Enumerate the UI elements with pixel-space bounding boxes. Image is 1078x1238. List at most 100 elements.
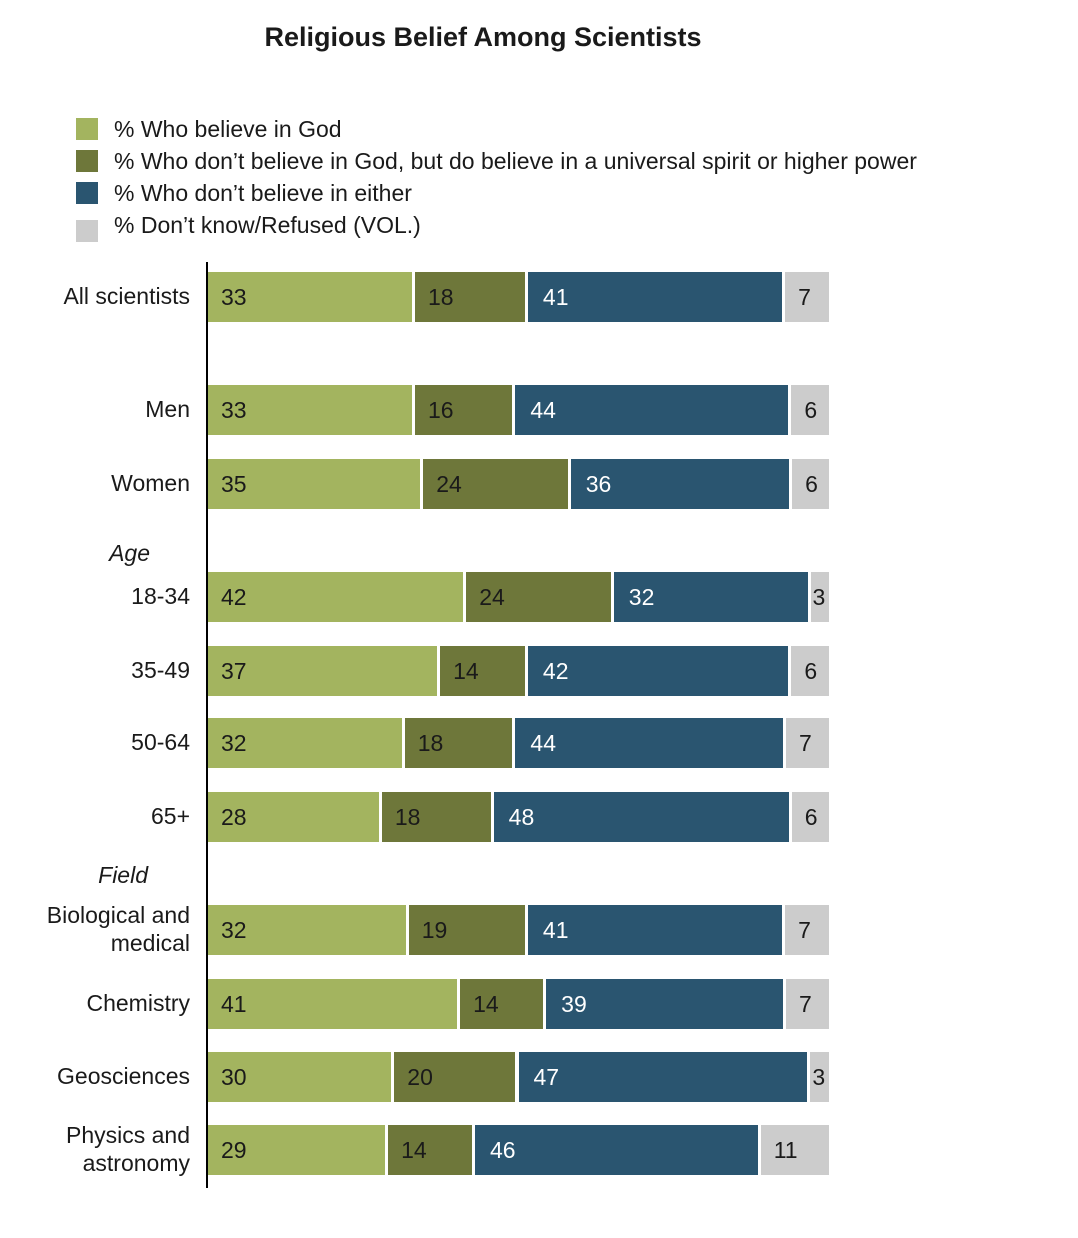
bar-segment (792, 459, 829, 509)
data-label: 42 (542, 658, 569, 684)
data-label: 47 (533, 1064, 560, 1090)
data-label: 32 (628, 584, 655, 610)
data-label: 44 (530, 730, 557, 756)
legend-swatch (76, 220, 98, 242)
bar-segment (791, 646, 829, 696)
category-label: 50-64 (131, 728, 190, 756)
category-label-line: astronomy (82, 1150, 190, 1176)
data-label: 6 (804, 397, 818, 423)
category-label-line: All scientists (63, 283, 190, 309)
category-label-line: Women (111, 470, 190, 496)
group-label-age: Age (109, 540, 150, 566)
data-label: 6 (804, 658, 818, 684)
data-label: 32 (221, 917, 247, 943)
legend-swatch (76, 118, 98, 140)
legend-label: % Don’t know/Refused (VOL.) (114, 212, 421, 238)
data-label: 14 (401, 1137, 427, 1163)
data-label: 7 (798, 917, 811, 943)
legend-swatch (76, 182, 98, 204)
category-label-line: Biological and (46, 902, 190, 928)
category-label-line: 18-34 (131, 583, 190, 609)
data-label: 3 (812, 584, 826, 610)
data-label: 18 (428, 284, 454, 310)
bar-segment (785, 718, 829, 768)
data-label: 18 (394, 804, 421, 830)
bar-segment (785, 272, 829, 322)
category-label: 35-49 (131, 656, 190, 684)
bar-segment (785, 905, 829, 955)
y-axis-line (206, 262, 208, 1188)
data-label: 24 (479, 584, 505, 610)
bar-segment (394, 1052, 516, 1102)
category-label: 65+ (151, 802, 190, 830)
bar-segment (208, 572, 464, 622)
legend-label: % Who believe in God (114, 116, 342, 142)
data-label: 32 (221, 730, 247, 756)
category-label: Geosciences (57, 1062, 190, 1090)
data-label: 36 (585, 471, 612, 497)
bar-segment (791, 385, 829, 435)
bar-segment (440, 646, 525, 696)
data-label: 48 (508, 804, 535, 830)
category-label: Men (145, 395, 190, 423)
data-label: 14 (473, 991, 499, 1017)
bar-segment (791, 792, 829, 842)
bar-segment (810, 1052, 829, 1102)
data-label: 35 (221, 471, 247, 497)
bar-segment (408, 905, 525, 955)
bar-segment (466, 572, 611, 622)
category-label: Biological and medical (47, 901, 190, 957)
legend-label: % Who don’t believe in either (114, 180, 412, 206)
data-label: 37 (221, 658, 247, 684)
bar-segment (208, 792, 379, 842)
data-label: 16 (428, 397, 454, 423)
bar-segment (388, 1125, 473, 1175)
data-label: 28 (221, 804, 247, 830)
bar-segment (527, 272, 783, 322)
bar-segment (208, 718, 402, 768)
category-label: 18-34 (131, 582, 190, 610)
bar-segment (208, 385, 412, 435)
data-label: 44 (530, 397, 556, 423)
category-label-line: Men (145, 396, 190, 422)
data-label: 42 (221, 584, 247, 610)
data-label: 33 (221, 284, 247, 310)
category-label-line: Chemistry (86, 990, 190, 1016)
bar-segment (208, 905, 406, 955)
data-label: 7 (798, 284, 811, 310)
data-label: 41 (221, 991, 247, 1017)
data-label: 39 (561, 991, 587, 1017)
bar-segment (515, 718, 783, 768)
category-label: Physics and astronomy (66, 1121, 190, 1177)
legend-swatch (76, 150, 98, 172)
data-label: 30 (221, 1064, 247, 1090)
category-label: Chemistry (86, 989, 190, 1017)
category-label: All scientists (63, 282, 190, 310)
bar-segment (527, 905, 783, 955)
bar-segment (208, 459, 421, 509)
chart-title: Religious Belief Among Scientists (264, 22, 702, 52)
bar-segment (475, 1125, 758, 1175)
bar-segment (518, 1052, 808, 1102)
category-label: Women (111, 469, 190, 497)
bar-segment (570, 459, 790, 509)
data-label: 7 (798, 730, 812, 756)
data-label: 7 (798, 991, 812, 1017)
bar-segment (785, 979, 829, 1029)
category-label-line: 35-49 (131, 657, 190, 683)
data-label: 29 (221, 1137, 247, 1163)
bar-segment (208, 1125, 386, 1175)
bar-segment (404, 718, 513, 768)
data-label: 41 (542, 917, 569, 943)
bar-segment (208, 979, 458, 1029)
category-label-line: Physics and (65, 1122, 190, 1148)
data-label: 3 (812, 1064, 826, 1090)
data-label: 19 (421, 917, 448, 943)
data-label: 46 (490, 1137, 516, 1163)
category-label-line: Geosciences (57, 1063, 190, 1089)
bar-segment (493, 792, 789, 842)
category-label-line: 50-64 (131, 729, 190, 755)
data-label: 14 (453, 658, 479, 684)
bar-segment (546, 979, 783, 1029)
bar-segment (760, 1125, 829, 1175)
